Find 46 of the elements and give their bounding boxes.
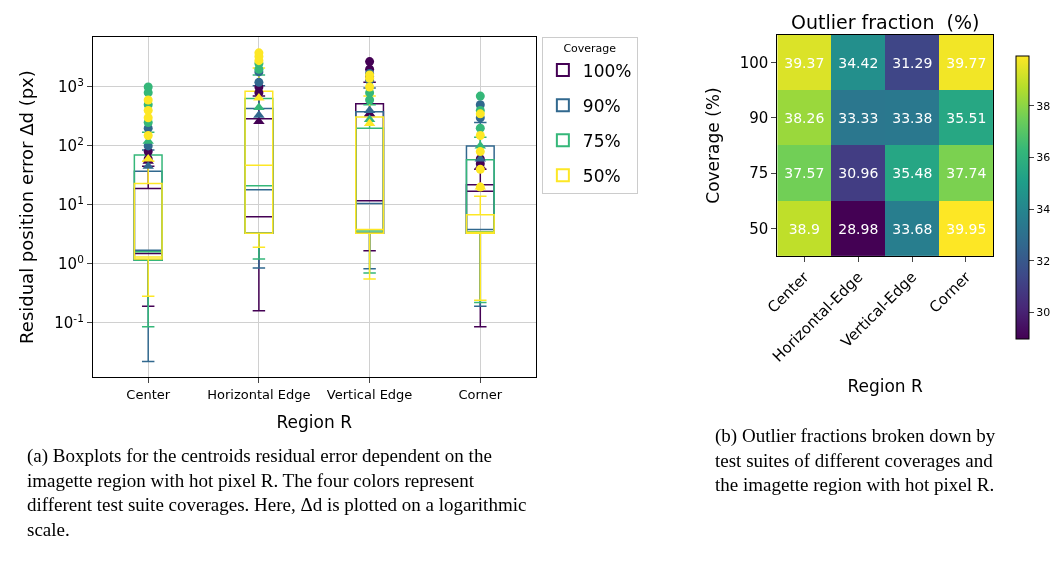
text: (b) Outlier fractions broken down by test suites of different coverages and the imagette region with hot pixel R. bbox=[715, 425, 996, 496]
legend-label: 75% bbox=[582, 130, 621, 151]
data-label: 38.9 bbox=[788, 220, 820, 237]
data-label: 33.68 bbox=[892, 220, 933, 237]
data-label: 30.96 bbox=[838, 164, 879, 181]
y-axis-title: Residual position error Δd (px) bbox=[16, 70, 38, 344]
data-label: 39.37 bbox=[784, 54, 825, 71]
x-tick-label: Corner bbox=[458, 386, 503, 402]
data-label: 37.57 bbox=[784, 164, 825, 181]
data-label: 31.29 bbox=[892, 54, 933, 71]
color-bar-label: 38 bbox=[1036, 99, 1051, 113]
y-tick-label: 10$^{2}$ bbox=[58, 134, 84, 156]
x-tick-label: Vertical Edge bbox=[326, 386, 413, 402]
y-tick-label: 90 bbox=[749, 109, 769, 128]
color-bar-label: 34 bbox=[1036, 202, 1051, 216]
color-bar-label: 32 bbox=[1036, 254, 1051, 268]
legend-label: 100% bbox=[582, 60, 632, 81]
x-axis-title: Region R bbox=[276, 411, 353, 432]
chart-title: Outlier fraction (%) bbox=[791, 11, 980, 33]
data-label: 34.42 bbox=[838, 54, 879, 71]
text: (a) Boxplots for the centroids residual error dependent on the imagette region with hot pixel R. The four colors represent different test suite coverages. Here, Δd is plotted on a logarithmic scale. bbox=[27, 445, 527, 541]
data-label: 33.38 bbox=[892, 109, 933, 126]
y-tick-label: 100 bbox=[739, 53, 769, 72]
y-tick-label: 10$^{-1}$ bbox=[54, 311, 84, 332]
y-tick-label: 10$^{0}$ bbox=[58, 252, 84, 274]
y-tick-label: 10$^{3}$ bbox=[58, 75, 84, 97]
data-label: 35.51 bbox=[946, 109, 987, 126]
legend-title: Coverage bbox=[563, 42, 617, 56]
legend-label: 50% bbox=[582, 165, 621, 186]
x-axis-title: Region R bbox=[847, 375, 924, 396]
data-label: 35.48 bbox=[892, 164, 933, 181]
y-tick-label: 10$^{1}$ bbox=[58, 193, 84, 215]
color-bar-label: 30 bbox=[1036, 306, 1051, 320]
data-label: 33.33 bbox=[838, 109, 879, 126]
data-label: 39.77 bbox=[946, 54, 987, 71]
y-axis-title: Coverage (%) bbox=[703, 87, 724, 204]
color-bar-label: 36 bbox=[1036, 151, 1051, 165]
data-label: 28.98 bbox=[838, 220, 879, 237]
x-tick-label: Center bbox=[126, 386, 171, 402]
legend-label: 90% bbox=[582, 95, 621, 116]
data-label: 39.95 bbox=[946, 220, 987, 237]
y-tick-label: 75 bbox=[749, 164, 769, 183]
x-tick-label: Horizontal Edge bbox=[207, 386, 311, 402]
data-label: 37.74 bbox=[946, 164, 987, 181]
y-tick-label: 50 bbox=[749, 219, 769, 238]
data-label: 38.26 bbox=[784, 109, 825, 126]
